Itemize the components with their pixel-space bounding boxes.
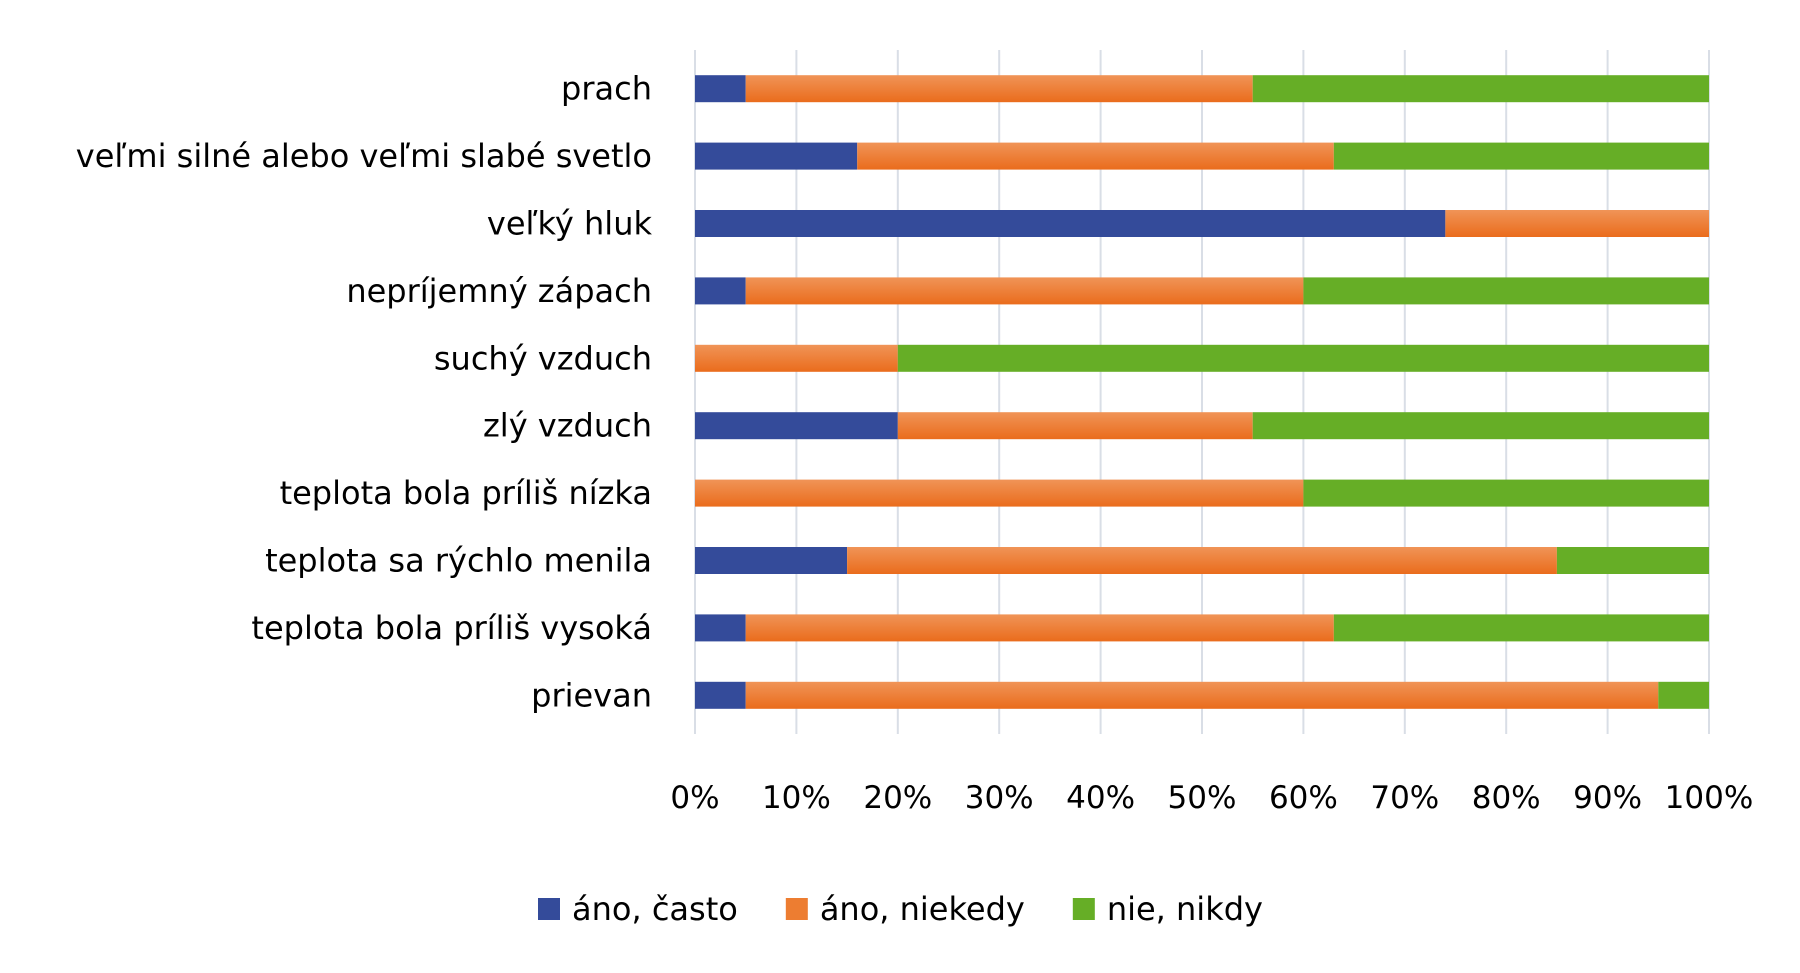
- bar-segment: [745, 681, 1659, 709]
- bar-segment: [1333, 614, 1709, 642]
- category-label: veľmi silné alebo veľmi slabé svetlo: [76, 137, 652, 175]
- category-label: nepríjemný zápach: [346, 272, 652, 310]
- bar-segment: [695, 75, 746, 103]
- x-tick-label: 70%: [1370, 780, 1439, 816]
- bar-segment: [1658, 681, 1709, 709]
- category-label: teplota sa rýchlo menila: [265, 542, 652, 580]
- x-tick-label: 100%: [1665, 780, 1754, 816]
- legend-swatch: [785, 898, 808, 920]
- category-label: zlý vzduch: [483, 407, 652, 445]
- x-tick-label: 50%: [1168, 780, 1237, 816]
- x-tick-label: 20%: [863, 780, 932, 816]
- bar-segment: [1252, 75, 1709, 103]
- x-tick-label: 30%: [965, 780, 1034, 816]
- legend-swatch: [1072, 898, 1095, 920]
- category-label: veľký hluk: [487, 205, 653, 243]
- category-label: prach: [561, 70, 652, 108]
- bar-segment: [695, 479, 1304, 507]
- x-tick-label: 40%: [1066, 780, 1135, 816]
- bar-segment: [695, 681, 746, 709]
- legend-swatch: [538, 898, 560, 920]
- x-tick-label: 90%: [1573, 780, 1642, 816]
- bar-segment: [695, 277, 746, 305]
- category-label: teplota bola príliš vysoká: [251, 609, 652, 647]
- bar-segment: [847, 547, 1557, 574]
- x-tick-label: 10%: [762, 780, 831, 816]
- category-label: suchý vzduch: [434, 339, 652, 377]
- bar-segment: [695, 344, 898, 372]
- bar-segment: [1445, 210, 1709, 237]
- x-tick-label: 60%: [1269, 780, 1338, 816]
- bar-segment: [897, 344, 1709, 372]
- bar-segment: [1303, 277, 1709, 305]
- bar-segment: [857, 142, 1334, 170]
- x-tick-label: 80%: [1472, 780, 1541, 816]
- bar-segment: [745, 75, 1253, 103]
- bar-segment: [695, 412, 898, 440]
- legend-label: nie, nikdy: [1107, 890, 1263, 928]
- bar-segment: [1556, 547, 1709, 574]
- bar-segment: [745, 614, 1334, 642]
- bar-segment: [745, 277, 1304, 305]
- bar-segment: [1303, 479, 1709, 507]
- bar-segment: [897, 412, 1253, 440]
- legend-label: áno, niekedy: [820, 890, 1025, 928]
- bar-segment: [695, 210, 1446, 237]
- x-tick-label: 0%: [670, 780, 719, 816]
- bar-segment: [1333, 142, 1709, 170]
- bar-segment: [695, 614, 746, 642]
- bar-segment: [695, 142, 858, 170]
- category-label: prievan: [531, 676, 652, 714]
- bar-segment: [695, 547, 848, 574]
- bar-segment: [1252, 412, 1709, 440]
- category-label: teplota bola príliš nízka: [280, 474, 652, 512]
- legend-label: áno, často: [572, 890, 738, 928]
